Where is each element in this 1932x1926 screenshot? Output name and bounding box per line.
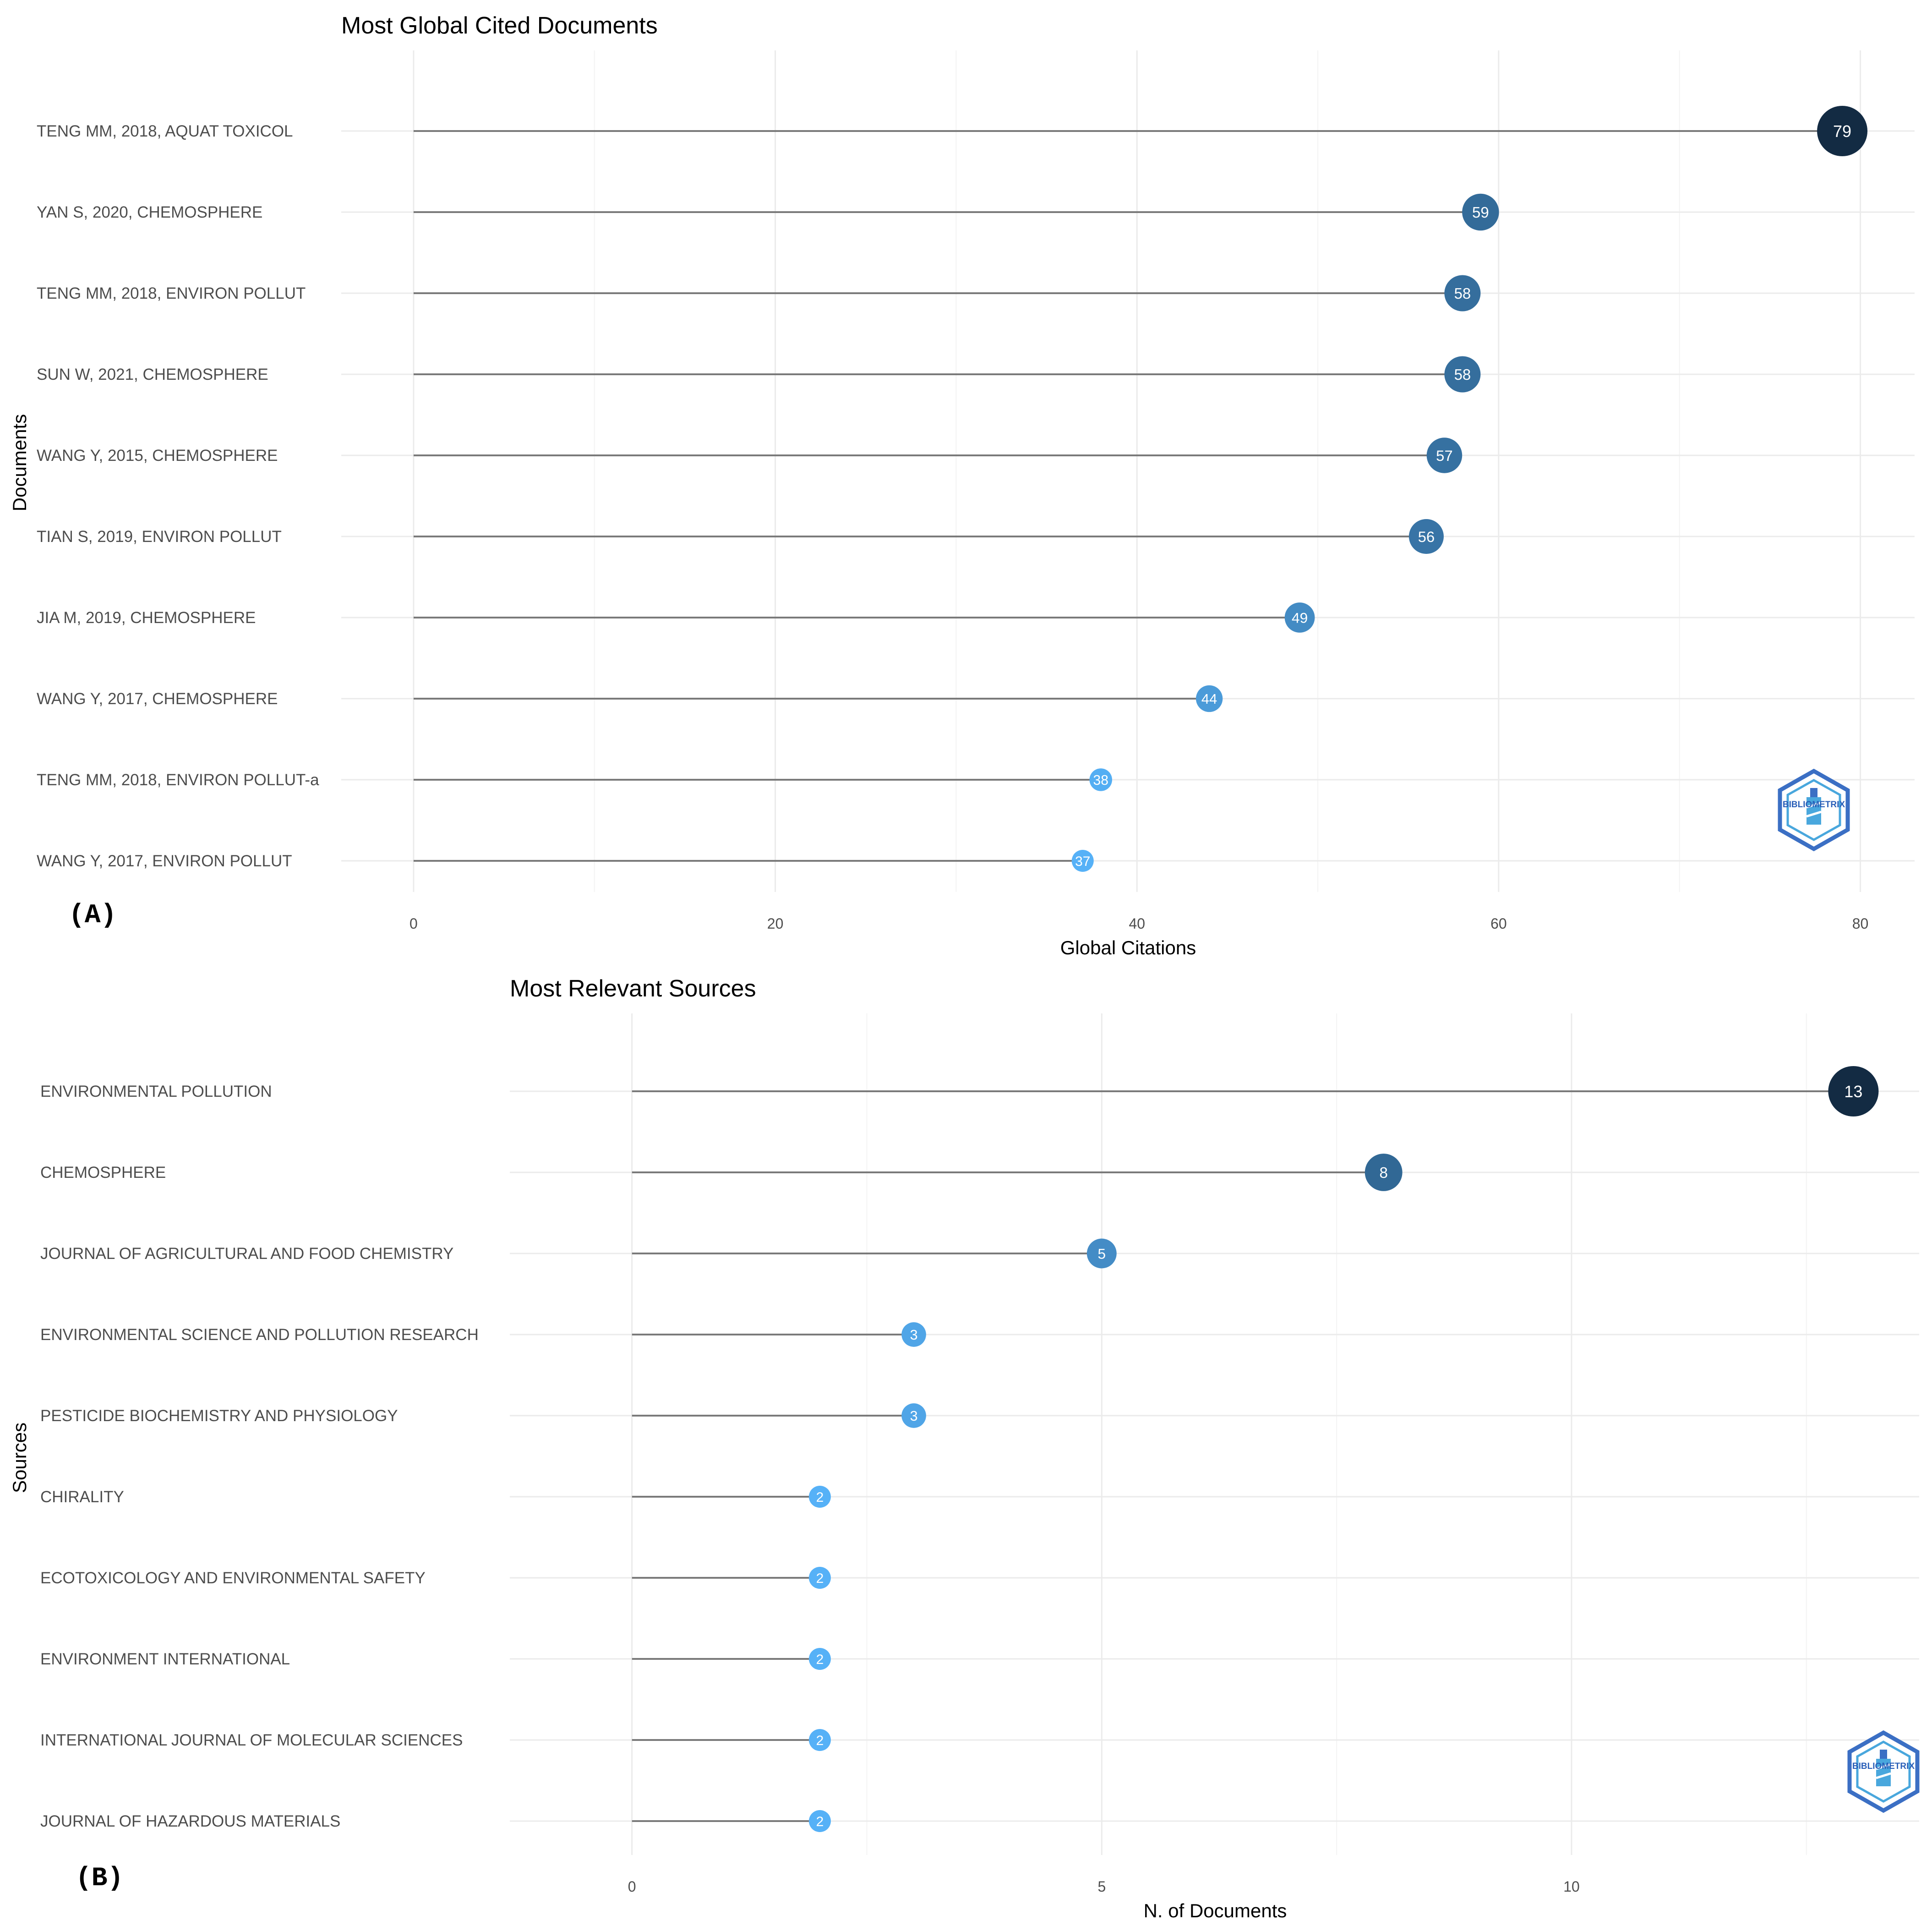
chart-a-gridlines — [341, 50, 1915, 892]
bibliometrix-logo-b: BIBLIOMETRIX — [1847, 1730, 1920, 1813]
chart-a-data-label: 44 — [1201, 691, 1217, 707]
chart-a-category-label: JIA M, 2019, CHEMOSPHERE — [37, 609, 256, 627]
chart-a-point — [1444, 356, 1481, 393]
chart-b-x-tick-label: 10 — [1563, 1878, 1580, 1895]
chart-a-data-label: 49 — [1292, 609, 1308, 626]
chart-b-point — [1364, 1154, 1403, 1191]
chart-a-title: Most Global Cited Documents — [341, 12, 658, 39]
chart-b-point — [808, 1648, 831, 1670]
chart-b-data-label: 2 — [816, 1490, 824, 1505]
chart-a-point — [1462, 193, 1499, 231]
chart-a-point — [1444, 275, 1481, 312]
chart-a-point — [1284, 602, 1315, 633]
chart-b-data-label: 2 — [816, 1814, 824, 1829]
chart-a-x-tick-label: 80 — [1852, 915, 1869, 932]
chart-a-point — [1817, 106, 1868, 156]
chart-a-point — [1408, 519, 1444, 554]
chart-a-data-label: 58 — [1454, 366, 1471, 383]
chart-a-x-tick-label: 40 — [1129, 915, 1145, 932]
chart-b-data-label: 8 — [1379, 1165, 1388, 1182]
chart-a-category-label: TIAN S, 2019, ENVIRON POLLUT — [37, 528, 282, 546]
chart-b-category-label: JOURNAL OF HAZARDOUS MATERIALS — [40, 1812, 340, 1830]
chart-b-x-axis-label: N. of Documents — [1144, 1900, 1287, 1921]
chart-a-data-label: 37 — [1075, 854, 1090, 869]
chart-b-category-label: JOURNAL OF AGRICULTURAL AND FOOD CHEMIST… — [40, 1245, 453, 1263]
chart-a-category-label: WANG Y, 2017, CHEMOSPHERE — [37, 690, 278, 708]
chart-b-point — [901, 1403, 926, 1428]
chart-a-point — [1089, 768, 1113, 791]
chart-b-category-label: PESTICIDE BIOCHEMISTRY AND PHYSIOLOGY — [40, 1407, 398, 1425]
chart-b-x-tick-labels: 0 5 10 — [628, 1878, 1580, 1895]
chart-a-data-label: 38 — [1093, 773, 1109, 788]
chart-b-point — [1828, 1066, 1879, 1116]
chart-a-category-label: SUN W, 2021, CHEMOSPHERE — [37, 366, 268, 383]
chart-a-x-axis-label: Global Citations — [1060, 937, 1196, 958]
chart-a-category-label: WANG Y, 2015, CHEMOSPHERE — [37, 447, 278, 465]
bibliometrix-logo-a: BIBLIOMETRIX — [1778, 768, 1850, 852]
chart-b-data-label: 2 — [816, 1733, 824, 1748]
chart-a-category-label: TENG MM, 2018, AQUAT TOXICOL — [37, 122, 293, 140]
chart-a-x-tick-label: 60 — [1490, 915, 1507, 932]
chart-b-data-label: 5 — [1098, 1245, 1106, 1262]
chart-a-data-label: 57 — [1436, 447, 1453, 464]
chart-b-point — [901, 1322, 926, 1347]
chart-b-x-tick-label: 0 — [628, 1878, 636, 1895]
panel-most-global-cited-documents: 79 59 58 58 57 56 49 44 38 37 TENG MM, 2018, AQUA… — [9, 12, 1915, 958]
chart-b-point — [1086, 1238, 1117, 1269]
chart-a-points: 79 59 58 58 57 56 49 44 38 37 — [1071, 106, 1868, 872]
chart-b-data-label: 2 — [816, 1571, 824, 1586]
chart-b-title: Most Relevant Sources — [510, 975, 756, 1002]
chart-a-data-label: 59 — [1472, 204, 1489, 221]
chart-b-stems — [632, 1090, 1854, 1822]
chart-b-panel-tag: (B) — [76, 1864, 123, 1893]
chart-a-panel-tag: (A) — [69, 901, 116, 930]
chart-b-svg: 13 8 5 3 3 2 2 2 2 2 ENVIRONMENTAL POLLUTION CHEMO… — [9, 975, 1920, 1921]
chart-a-point — [1071, 850, 1094, 872]
panel-most-relevant-sources: 13 8 5 3 3 2 2 2 2 2 ENVIRONMENTAL POLLUTION CHEMO… — [0, 963, 1932, 1926]
chart-b-gridlines — [510, 1013, 1919, 1855]
chart-b-category-label: INTERNATIONAL JOURNAL OF MOLECULAR SCIEN… — [40, 1731, 463, 1749]
chart-b-y-axis-label: Sources — [9, 1423, 30, 1493]
chart-b-category-label: ECOTOXICOLOGY AND ENVIRONMENTAL SAFETY — [40, 1569, 426, 1587]
chart-a-x-tick-label: 20 — [767, 915, 784, 932]
chart-b-category-label: ENVIRONMENT INTERNATIONAL — [40, 1650, 290, 1668]
chart-a-y-axis-label: Documents — [9, 414, 30, 511]
chart-a-category-labels: TENG MM, 2018, AQUAT TOXICOL YAN S, 2020,… — [37, 122, 319, 870]
chart-b-point — [808, 1567, 831, 1589]
chart-b-points: 13 8 5 3 3 2 2 2 2 2 — [808, 1066, 1879, 1832]
chart-a-category-label: WANG Y, 2017, ENVIRON POLLUT — [37, 852, 292, 870]
bibliometrix-logo-b-text: BIBLIOMETRIX — [1852, 1762, 1915, 1771]
chart-a-category-label: TENG MM, 2018, ENVIRON POLLUT — [37, 285, 306, 302]
chart-b-point — [808, 1486, 831, 1508]
chart-a-point — [1426, 438, 1463, 473]
chart-b-data-label: 13 — [1844, 1082, 1862, 1101]
chart-b-point — [808, 1810, 831, 1832]
chart-a-data-label: 79 — [1833, 122, 1851, 141]
chart-b-data-label: 2 — [816, 1652, 824, 1667]
chart-a-point — [1196, 685, 1223, 712]
chart-b-category-label: ENVIRONMENTAL SCIENCE AND POLLUTION RESE… — [40, 1326, 479, 1344]
chart-a-category-label: YAN S, 2020, CHEMOSPHERE — [37, 203, 262, 221]
chart-b-category-labels: ENVIRONMENTAL POLLUTION CHEMOSPHERE JOURNA… — [40, 1083, 479, 1830]
chart-b-point — [808, 1729, 831, 1751]
chart-a-stems — [413, 130, 1843, 862]
chart-b-category-label: CHIRALITY — [40, 1488, 124, 1506]
chart-a-x-tick-labels: 0 20 40 60 80 — [409, 915, 1868, 932]
chart-a-data-label: 56 — [1418, 528, 1435, 545]
chart-b-category-label: CHEMOSPHERE — [40, 1164, 166, 1182]
chart-b-category-label: ENVIRONMENTAL POLLUTION — [40, 1083, 272, 1100]
chart-a-x-tick-label: 0 — [409, 915, 418, 932]
chart-a-category-label: TENG MM, 2018, ENVIRON POLLUT-a — [37, 771, 319, 789]
chart-b-data-label: 3 — [910, 1327, 918, 1343]
chart-a-data-label: 58 — [1454, 285, 1471, 302]
chart-a-svg: 79 59 58 58 57 56 49 44 38 37 TENG MM, 2018, AQUA… — [9, 12, 1915, 958]
chart-b-data-label: 3 — [910, 1408, 918, 1424]
chart-b-x-tick-label: 5 — [1097, 1878, 1106, 1895]
bibliometrix-logo-a-text: BIBLIOMETRIX — [1783, 800, 1845, 810]
